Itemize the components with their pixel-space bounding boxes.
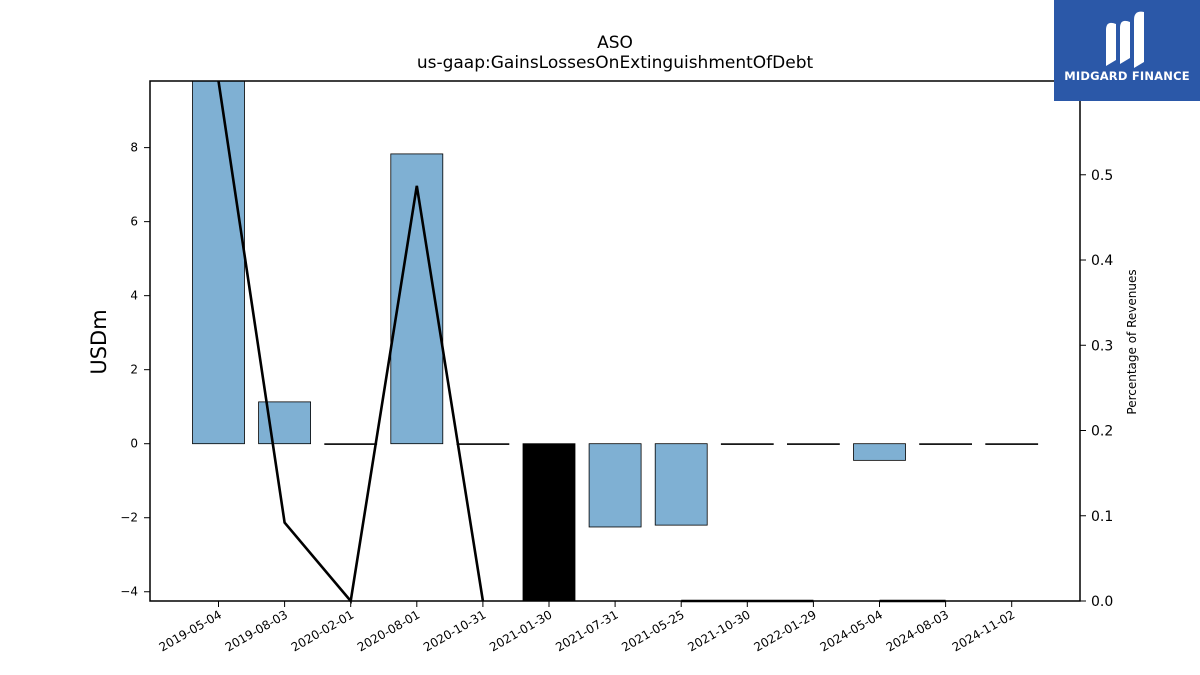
bar-2021-01-30 [522,443,576,602]
y-tick-label: 8 [130,141,138,155]
x-tick-label: 2020-10-31 [421,607,488,654]
x-tick-label: 2020-02-01 [289,607,356,654]
y2-tick-label: 0.1 [1091,509,1113,525]
pct-revenue-line-0 [217,80,485,605]
x-tick-label: 2024-05-04 [818,607,885,654]
logo-mark-icon [1106,11,1144,68]
x-tick-label: 2019-05-04 [157,607,224,654]
bars-layer [192,80,1039,602]
x-tick-label: 2021-07-31 [553,607,620,654]
y-tick-label: 4 [130,289,138,303]
bar-2024-11-02 [985,443,1039,445]
x-tick-label: 2021-05-25 [619,607,686,654]
x-tick-label: 2024-11-02 [950,607,1017,654]
midgard-finance-logo: MIDGARD FINANCE [1054,0,1200,101]
y2-tick-label: 0.3 [1091,338,1113,354]
x-tick-label: 2022-01-29 [751,607,818,654]
chart-title: ASO [597,33,633,53]
bar-2020-10-31 [456,443,510,445]
bar-2020-02-01 [324,443,378,445]
y2-tick-label: 0.0 [1091,594,1113,610]
bar-2022-01-29 [787,443,840,445]
y-tick-label: −2 [120,511,138,525]
y-axis-label: USDm [87,309,111,374]
y-tick-label: 6 [130,215,138,229]
bar-2021-07-31 [588,443,642,528]
y-tick-label: −4 [120,585,138,599]
bar-2019-05-04 [192,80,245,445]
logo-text: MIDGARD FINANCE [1064,69,1190,83]
bar-2024-05-04 [853,443,906,461]
y-axis-left: −4 −2 0 2 4 6 8 [120,141,150,599]
bar-2021-05-25 [654,443,708,526]
x-tick-label: 2021-01-30 [487,607,554,654]
bar-2021-10-30 [720,443,774,445]
line-layer [217,80,946,605]
y2-axis-label: Percentage of Revenues [1125,269,1139,414]
x-tick-label: 2020-08-01 [355,607,422,654]
y-tick-label: 2 [130,363,138,377]
y-tick-label: 0 [130,437,138,451]
y2-tick-label: 0.4 [1091,253,1113,269]
bar-2024-08-03 [919,443,972,445]
y2-tick-label: 0.2 [1091,424,1113,440]
x-tick-label: 2021-10-30 [685,607,752,654]
y2-tick-label: 0.5 [1091,168,1113,184]
y-axis-right: 0.0 0.1 0.2 0.3 0.4 0.5 [1080,168,1113,610]
x-tick-label: 2024-08-03 [884,607,951,654]
x-axis: 2019-05-042019-08-032020-02-012020-08-01… [157,601,1017,654]
x-tick-label: 2019-08-03 [223,607,290,654]
chart-subtitle: us-gaap:GainsLossesOnExtinguishmentOfDeb… [417,53,814,73]
